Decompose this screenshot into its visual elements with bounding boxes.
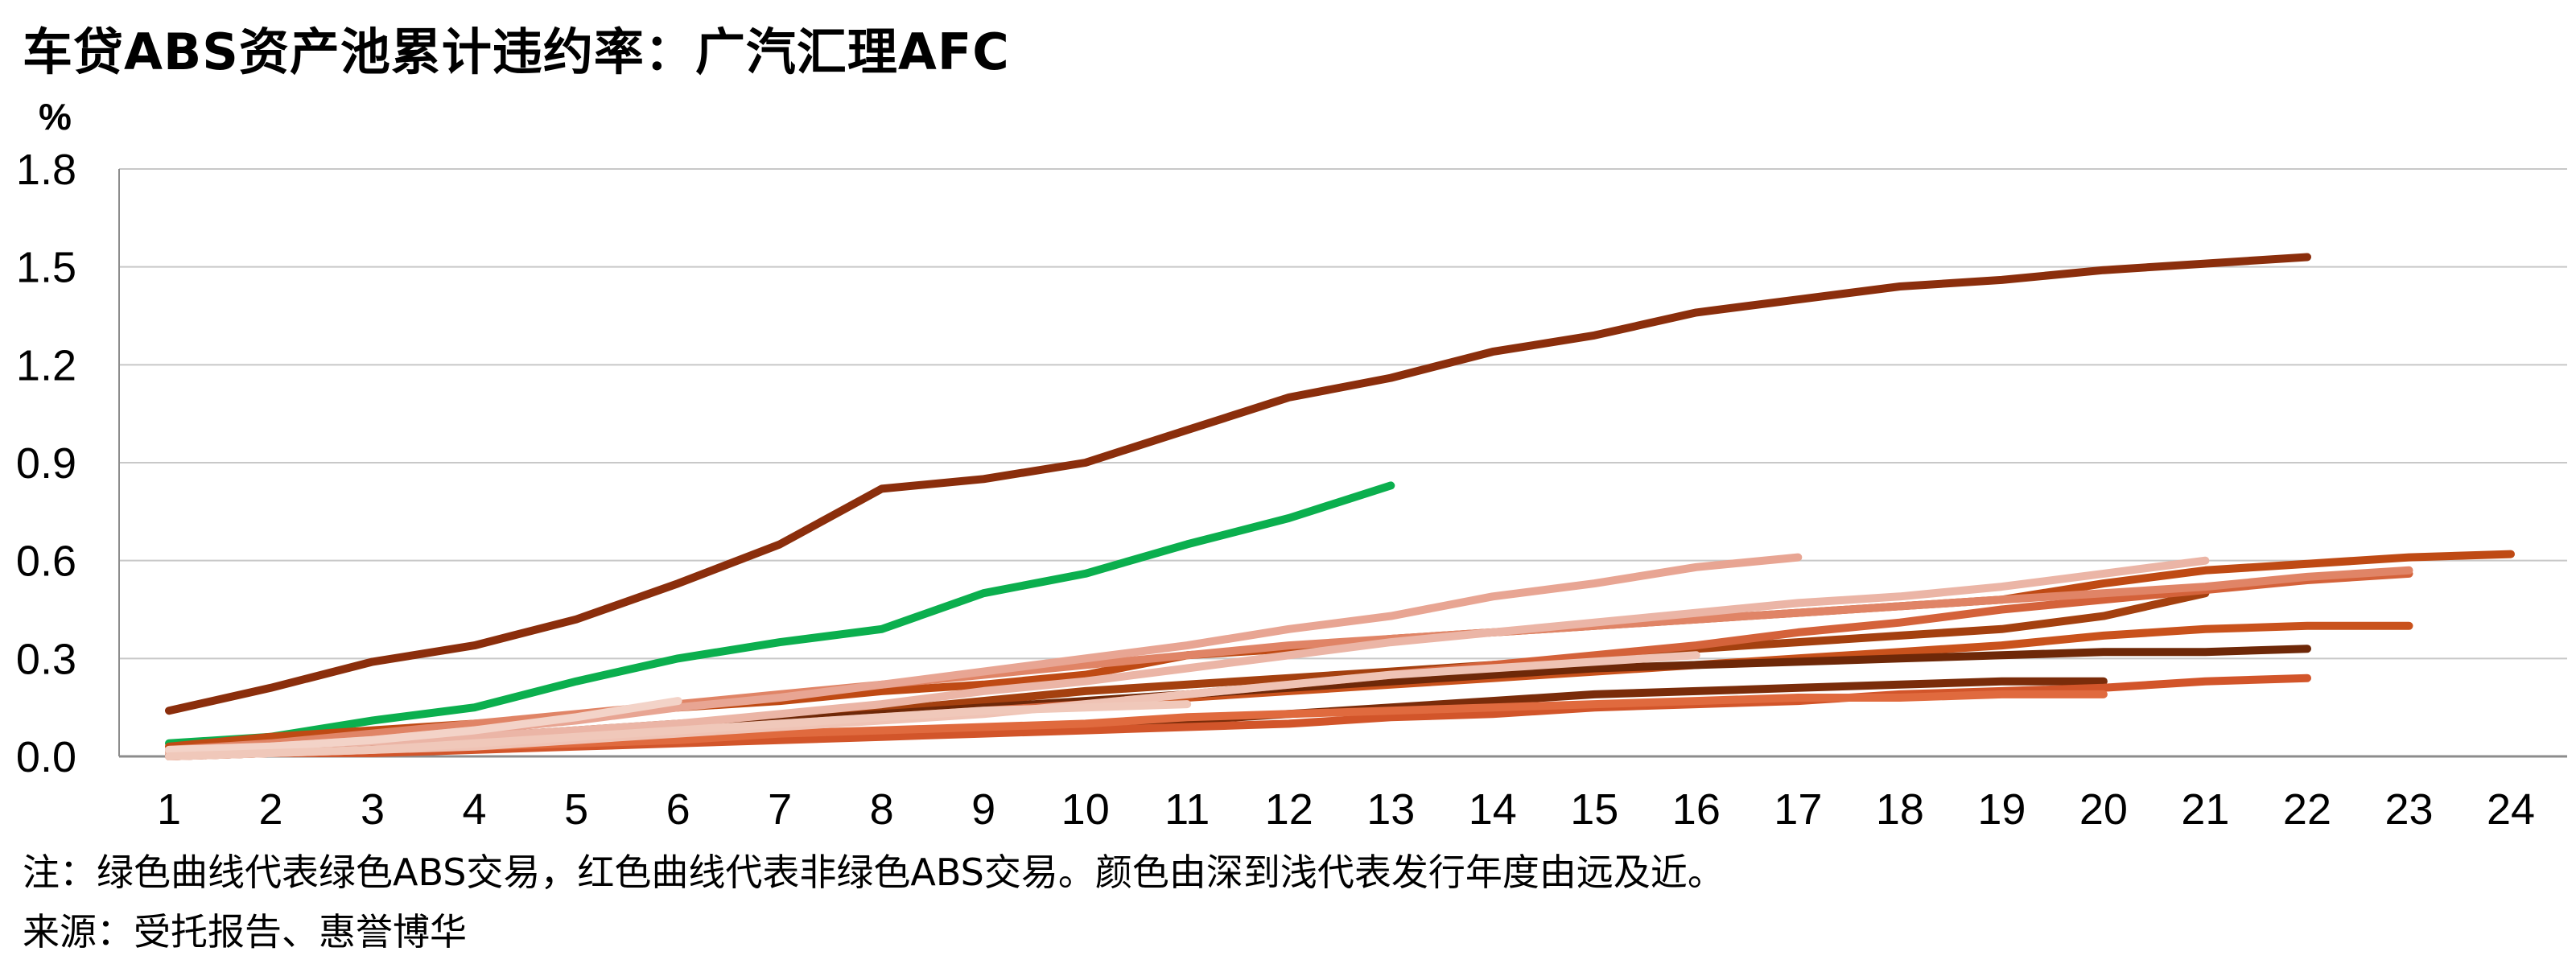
x-tick-label: 17 (1774, 785, 1822, 834)
chart-title: 车贷ABS资产池累计违约率：广汽汇理AFC (23, 23, 1010, 81)
x-tick-label: 9 (971, 785, 995, 834)
y-tick-label: 1.2 (16, 341, 76, 389)
y-tick-label: 0.9 (16, 439, 76, 488)
x-tick-label: 13 (1366, 785, 1415, 834)
y-axis-unit-label: % (39, 96, 72, 138)
x-tick-label: 6 (666, 785, 690, 834)
series-lines (165, 253, 2515, 760)
x-tick-label: 15 (1570, 785, 1618, 834)
series-line-8 (165, 566, 2413, 754)
y-tick-label: 0.0 (16, 733, 76, 781)
x-tick-label: 20 (2079, 785, 2128, 834)
x-tick-label: 8 (870, 785, 894, 834)
y-tick-label: 0.3 (16, 635, 76, 683)
x-tick-label: 2 (258, 785, 282, 834)
series-line-2 (165, 481, 1395, 748)
chart-source: 来源：受托报告、惠誉博华 (23, 910, 467, 954)
series-line-15 (165, 697, 682, 754)
x-tick-label: 16 (1672, 785, 1721, 834)
x-axis-ticks: 1 2 3 4 5 6 7 8 9 10 11 12 13 14 15 16 17 18 19 20 21 22 23 24 (157, 785, 2535, 834)
x-tick-label: 22 (2283, 785, 2331, 834)
line-chart: 0.00.30.60.91.21.51.8 1 2 3 4 5 6 7 8 9 10 11 12 13 1… (16, 146, 2567, 834)
x-tick-label: 19 (1977, 785, 2026, 834)
y-tick-label: 1.8 (16, 146, 76, 194)
x-tick-label: 1 (157, 785, 181, 834)
chart-footnote: 注：绿色曲线代表绿色ABS交易，红色曲线代表非绿色ABS交易。颜色由深到浅代表发… (23, 851, 1725, 894)
series-line-16 (165, 700, 1192, 760)
y-tick-label: 0.6 (16, 538, 76, 586)
x-tick-label: 4 (463, 785, 487, 834)
series-line-10 (165, 556, 2210, 757)
x-tick-label: 3 (361, 785, 385, 834)
x-tick-label: 14 (1469, 785, 1517, 834)
x-tick-label: 12 (1265, 785, 1313, 834)
gridlines (118, 168, 2567, 758)
x-tick-label: 7 (768, 785, 792, 834)
y-axis-ticks: 0.0 0.3 0.6 0.9 1.2 1.5 1.8 (16, 146, 76, 781)
y-tick-label: 1.5 (16, 244, 76, 292)
x-tick-label: 5 (564, 785, 588, 834)
x-tick-label: 24 (2487, 785, 2535, 834)
x-tick-label: 10 (1061, 785, 1110, 834)
series-line-1 (165, 253, 2311, 715)
x-tick-label: 21 (2181, 785, 2229, 834)
x-tick-label: 18 (1876, 785, 1924, 834)
x-tick-label: 11 (1164, 785, 1210, 834)
x-tick-label: 23 (2384, 785, 2433, 834)
